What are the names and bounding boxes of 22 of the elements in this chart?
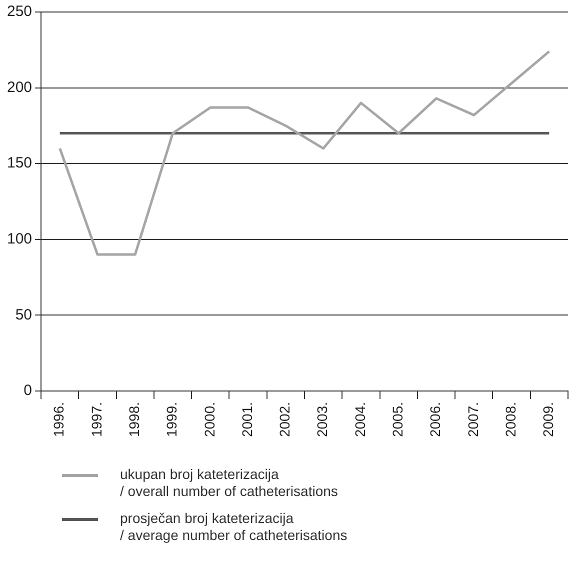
y-tick-label: 150 — [6, 154, 32, 172]
x-tick-label: 2004. — [352, 402, 368, 438]
x-tick-label: 1996. — [50, 402, 67, 438]
legend-label: prosječan broj kateterizacija / average number of catheterisations — [120, 510, 348, 544]
x-tick-label: 2003. — [314, 402, 330, 438]
x-tick-label: 1997. — [88, 402, 104, 438]
x-tick-label: 1999. — [164, 402, 180, 438]
legend-label: ukupan broj kateterizacija / overall number of catheterisations — [120, 466, 338, 500]
y-tick-label: 100 — [6, 230, 32, 248]
x-tick-label: 2006. — [427, 402, 444, 438]
x-tick-label: 2007. — [464, 402, 481, 438]
x-tick-label: 2002. — [276, 402, 293, 438]
y-tick-label: 0 — [24, 382, 32, 400]
y-tick-label: 250 — [6, 3, 32, 20]
x-tick-label: 2001. — [238, 402, 255, 438]
x-tick-label: 1998. — [126, 402, 142, 438]
x-tick-label: 2005. — [389, 402, 406, 438]
x-tick-label: 2009. — [540, 402, 556, 438]
y-tick-label: 200 — [6, 78, 32, 96]
y-tick-label: 50 — [15, 306, 32, 324]
x-tick-label: 2000. — [201, 402, 218, 438]
x-tick-label: 2008. — [502, 402, 518, 438]
